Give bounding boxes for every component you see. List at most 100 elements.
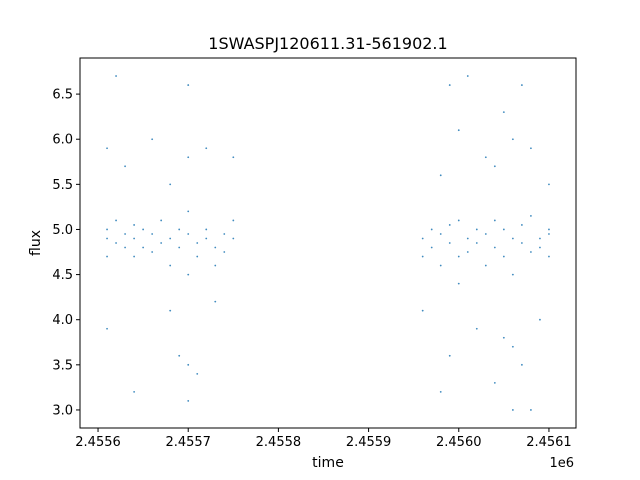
y-axis-label: flux — [28, 230, 44, 256]
data-point — [232, 219, 235, 222]
y-tick-label: 5.0 — [52, 223, 73, 238]
data-point — [502, 228, 505, 231]
data-point — [439, 264, 442, 267]
data-point — [142, 246, 145, 249]
data-point — [502, 111, 505, 114]
data-point — [530, 251, 532, 253]
plot-frame — [79, 57, 577, 429]
data-point — [475, 327, 478, 330]
data-point — [187, 84, 190, 86]
data-point — [205, 228, 208, 231]
data-point — [530, 409, 532, 411]
data-point — [133, 224, 136, 226]
data-point — [484, 233, 487, 235]
data-point — [187, 210, 190, 213]
data-points — [106, 75, 550, 411]
data-point — [151, 233, 154, 235]
data-point — [124, 165, 126, 168]
data-point — [169, 237, 172, 240]
data-point — [457, 255, 460, 258]
data-point — [548, 228, 550, 231]
data-point — [548, 233, 550, 235]
y-tick-label: 3.5 — [52, 358, 73, 373]
y-tick-label: 4.0 — [52, 313, 73, 328]
x-tick-label: 2.4556 — [75, 435, 121, 450]
data-point — [106, 327, 108, 330]
data-point — [160, 219, 163, 222]
data-point — [115, 75, 117, 77]
data-point — [539, 237, 541, 240]
data-point — [232, 156, 235, 159]
data-point — [115, 242, 117, 244]
data-point — [142, 228, 145, 231]
data-point — [457, 282, 460, 285]
data-point — [430, 228, 433, 231]
data-point — [530, 147, 532, 150]
data-point — [484, 156, 487, 159]
data-point — [539, 318, 541, 321]
data-point — [115, 219, 117, 222]
data-point — [466, 251, 469, 253]
data-point — [448, 224, 451, 226]
data-point — [511, 409, 514, 411]
data-point — [169, 183, 172, 186]
data-point — [187, 400, 190, 402]
data-point — [223, 233, 226, 235]
x-tick-label: 2.4558 — [256, 435, 302, 450]
data-point — [106, 237, 108, 240]
data-point — [205, 147, 208, 150]
data-point — [493, 381, 496, 384]
data-point — [178, 246, 181, 249]
y-tick-label: 3.0 — [52, 403, 73, 418]
data-point — [448, 242, 451, 244]
data-point — [214, 264, 217, 267]
chart-title: 1SWASPJ120611.31-561902.1 — [208, 34, 447, 53]
data-point — [439, 233, 442, 235]
x-axis: 2.4556 2.4557 2.4558 2.4559 2.4560 2.4561 — [75, 428, 572, 450]
data-point — [511, 345, 514, 348]
data-point — [484, 264, 487, 267]
data-point — [520, 242, 523, 244]
data-point — [439, 174, 442, 177]
data-point — [511, 273, 514, 276]
data-point — [187, 233, 190, 235]
y-tick-label: 5.5 — [52, 178, 73, 193]
data-point — [439, 391, 442, 393]
data-point — [169, 264, 172, 267]
data-point — [502, 336, 505, 339]
data-point — [466, 237, 469, 240]
data-point — [511, 237, 514, 240]
data-point — [520, 363, 523, 366]
data-point — [548, 255, 550, 258]
data-point — [205, 237, 208, 240]
data-point — [196, 242, 199, 244]
data-point — [187, 363, 190, 366]
data-point — [151, 251, 154, 253]
data-point — [196, 372, 199, 375]
data-point — [539, 246, 541, 249]
data-point — [421, 237, 424, 240]
data-point — [187, 156, 190, 159]
data-point — [520, 224, 523, 226]
data-point — [430, 246, 433, 249]
data-point — [223, 251, 226, 253]
data-point — [457, 219, 460, 222]
data-point — [178, 354, 181, 357]
x-tick-label: 2.4560 — [436, 435, 482, 450]
data-point — [475, 228, 478, 231]
data-point — [106, 228, 108, 231]
x-tick-label: 2.4561 — [526, 435, 572, 450]
data-point — [448, 84, 451, 86]
y-axis: 3.0 3.5 4.0 4.5 5.0 5.5 6.0 6.5 — [52, 88, 80, 418]
data-point — [511, 138, 514, 141]
data-point — [214, 300, 217, 303]
data-point — [133, 237, 136, 240]
data-point — [214, 246, 217, 249]
data-point — [106, 147, 108, 150]
data-point — [169, 309, 172, 312]
data-point — [187, 273, 190, 276]
data-point — [520, 84, 523, 86]
data-point — [421, 255, 424, 258]
data-point — [502, 255, 505, 258]
